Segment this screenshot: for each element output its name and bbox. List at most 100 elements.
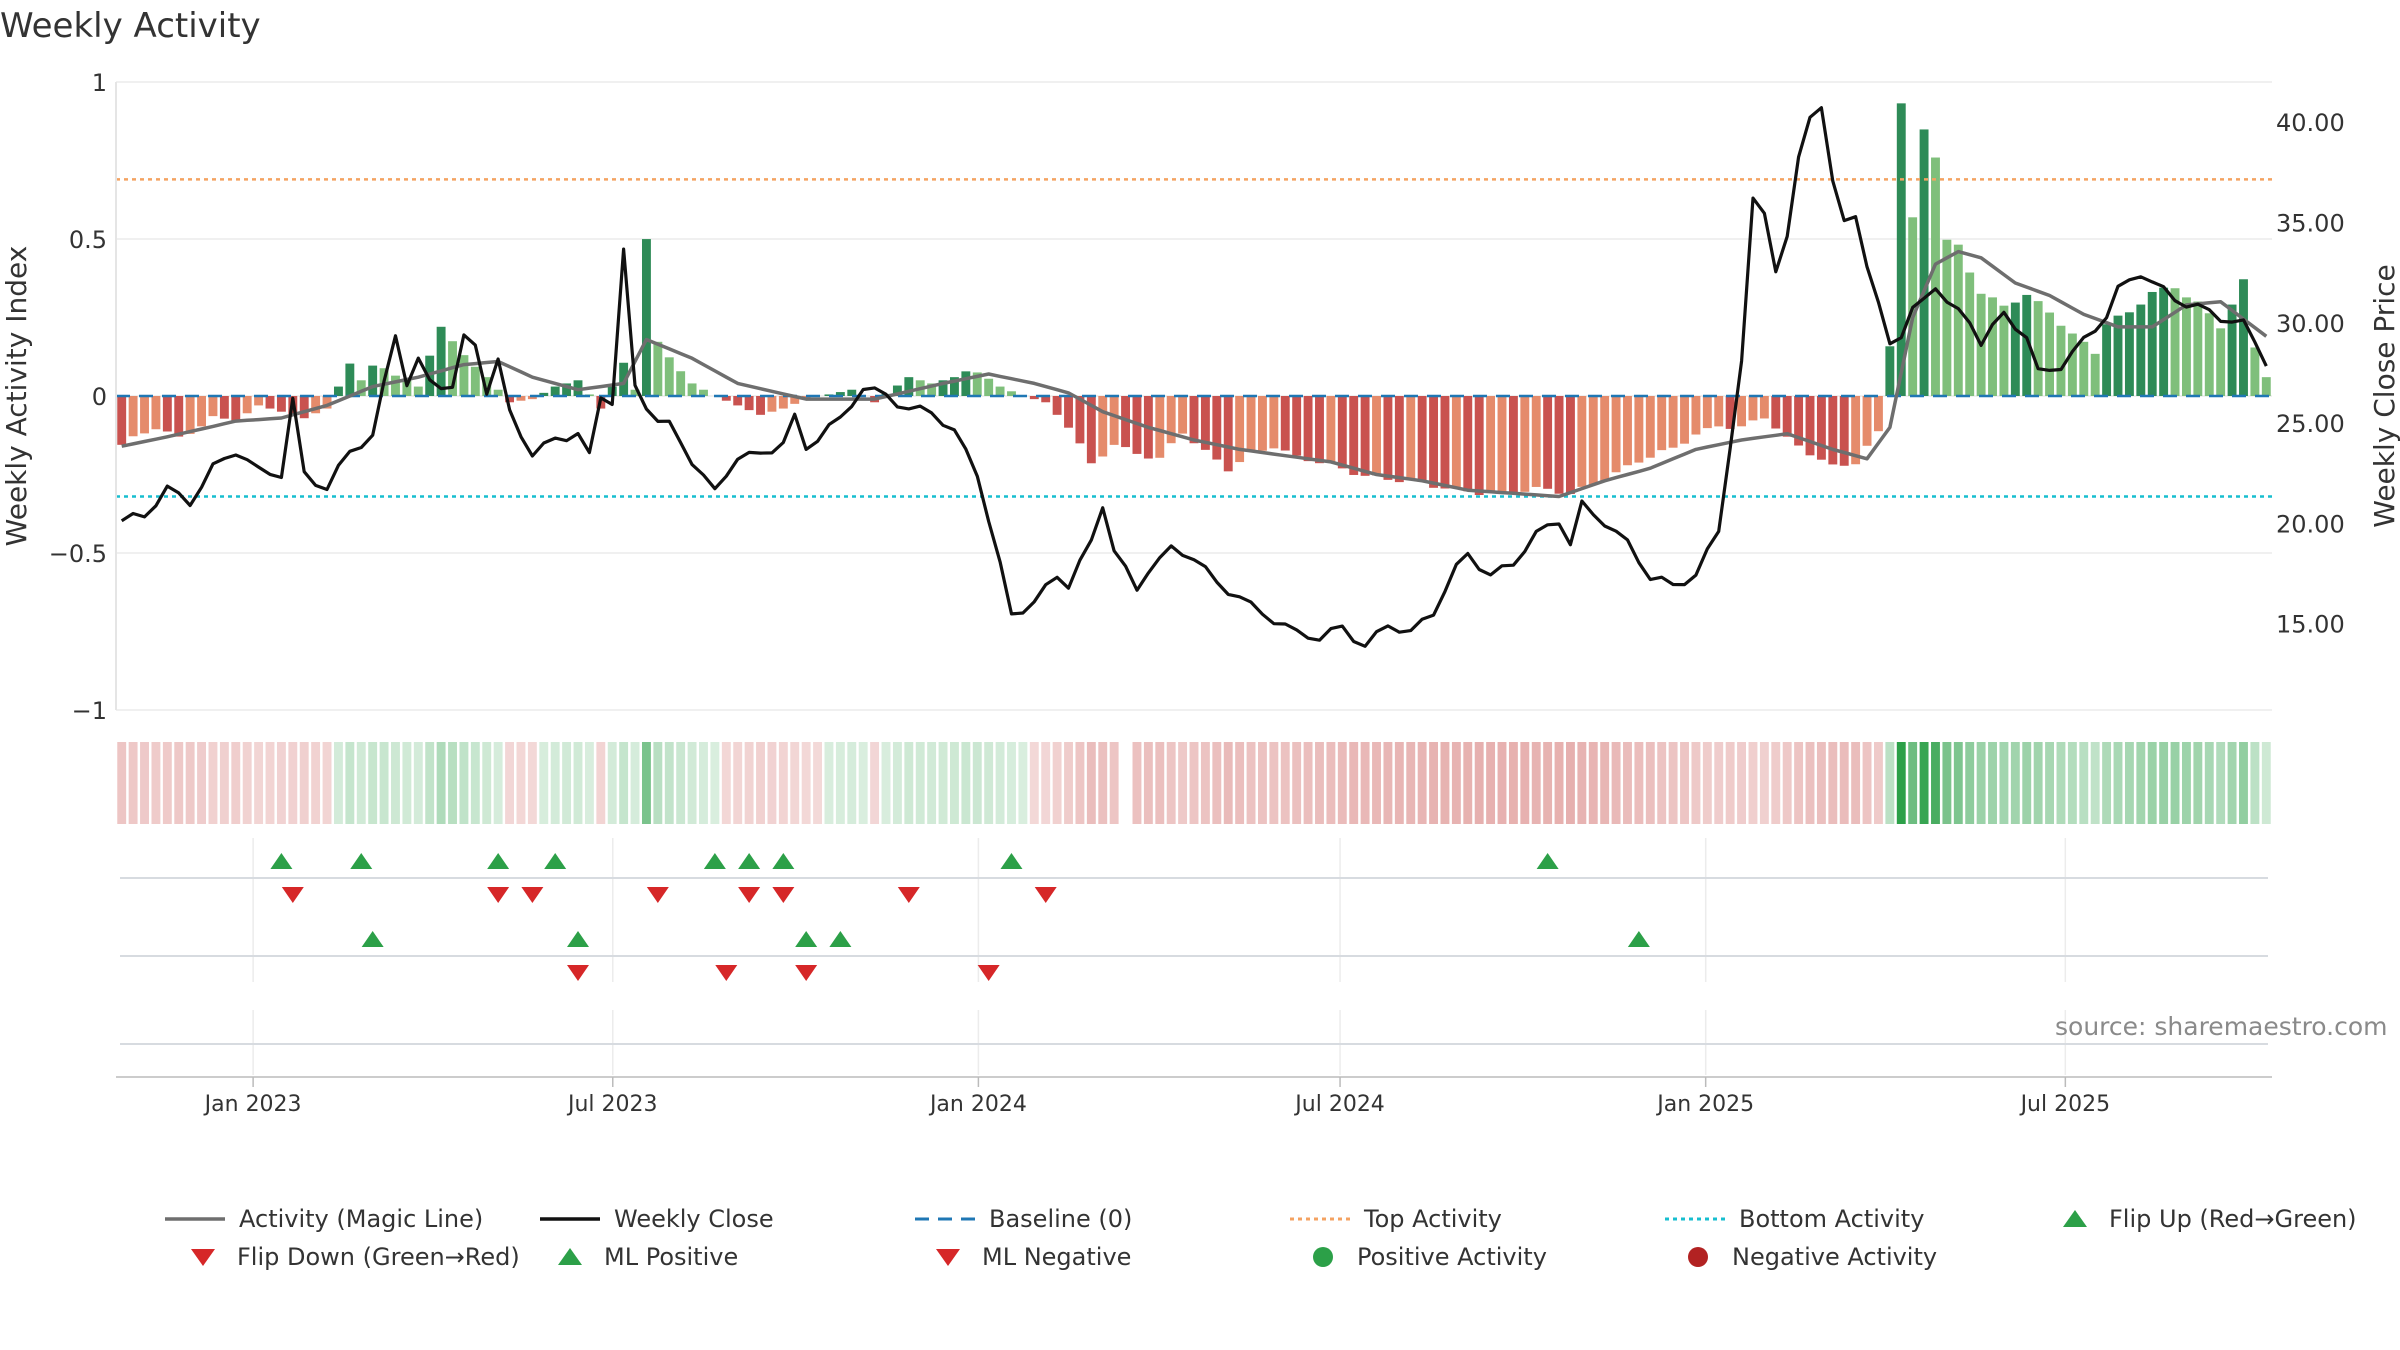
activity-bar (2170, 288, 2180, 396)
activity-bar (1737, 396, 1747, 427)
heat-cell (949, 742, 959, 824)
heat-cell (299, 742, 309, 824)
legend-label: Baseline (0) (989, 1205, 1133, 1233)
activity-bar (1109, 396, 1119, 445)
activity-bar (1588, 396, 1598, 485)
dotted-cyan-line-icon (1665, 1217, 1725, 1221)
legend-item-top-activity: Top Activity (1290, 1205, 1502, 1233)
activity-bar (1668, 396, 1678, 448)
activity-bar (778, 396, 788, 409)
heat-cell (790, 742, 800, 824)
legend-label: Flip Up (Red→Green) (2109, 1205, 2357, 1233)
activity-bar (961, 371, 971, 396)
activity-bar (1189, 396, 1199, 444)
heat-cell (573, 742, 583, 824)
activity-bar (1360, 396, 1370, 476)
heat-cell (1086, 742, 1096, 824)
activity-bar (550, 386, 560, 396)
activity-bar (630, 389, 640, 396)
heat-cell (2147, 742, 2157, 824)
activity-bar (1885, 346, 1895, 396)
activity-bar (276, 396, 286, 412)
heat-cell (1611, 742, 1621, 824)
activity-bar (1075, 396, 1085, 444)
legend-item-positive-activity: Positive Activity (1303, 1243, 1547, 1271)
heat-cell (1394, 742, 1404, 824)
activity-bar (562, 383, 572, 396)
heat-cell (699, 742, 708, 824)
activity-bar (2250, 347, 2260, 396)
legend-item-ml-positive: ML Positive (550, 1243, 738, 1271)
activity-bar (653, 341, 663, 396)
ml-positive-marker (829, 931, 852, 947)
activity-bar (527, 396, 537, 400)
heat-cell (2159, 742, 2169, 824)
legend-label: ML Positive (604, 1243, 739, 1271)
heat-cell (1645, 742, 1655, 824)
activity-bar (197, 396, 207, 427)
activity-bar (2045, 312, 2055, 396)
heat-cell (470, 742, 480, 824)
heat-cell (1828, 742, 1838, 824)
flip-down-marker (646, 887, 669, 903)
activity-bar (505, 396, 515, 403)
heat-cell (892, 742, 902, 824)
heat-cell (1931, 742, 1940, 824)
heat-cell (276, 742, 286, 824)
activity-bar (2227, 304, 2237, 396)
red-circle-icon (1688, 1247, 1708, 1267)
activity-bar (1543, 396, 1553, 489)
series-lines (120, 106, 2268, 648)
activity-bar (949, 377, 959, 396)
heat-cell (835, 742, 845, 824)
activity-bar (1565, 396, 1575, 494)
activity-bar (2159, 287, 2169, 396)
activity-bar (2193, 301, 2203, 396)
heat-cell (2204, 742, 2214, 824)
activity-bar (1748, 396, 1758, 421)
activity-bar (1873, 396, 1883, 432)
activity-bar (1326, 396, 1336, 463)
activity-bar (1223, 396, 1233, 472)
activity-bar (835, 392, 845, 396)
heat-cell (801, 742, 811, 824)
activity-bar (1029, 396, 1039, 400)
heat-cell (1748, 742, 1758, 824)
activity-bar (1839, 396, 1849, 466)
heat-cell (288, 742, 298, 824)
heat-cell (1771, 742, 1781, 824)
heat-cell (1315, 742, 1324, 824)
y2-axis-title: Weekly Close Price (2368, 264, 2400, 527)
heat-cell (2239, 742, 2248, 824)
flip-up-marker (350, 853, 373, 869)
activity-bar (1417, 396, 1427, 483)
activity-bar (1577, 396, 1587, 487)
heat-cell (1155, 742, 1165, 824)
heat-cell (778, 742, 788, 824)
activity-bar (402, 380, 412, 396)
heat-cell (391, 742, 400, 824)
heat-cell (2102, 742, 2112, 824)
flip-down-marker (281, 887, 304, 903)
flip-up-marker (738, 853, 761, 869)
heat-cell (1691, 742, 1701, 824)
activity-bar (413, 386, 423, 396)
activity-bar (1394, 396, 1404, 483)
y2-tick-label: 25.00 (2276, 410, 2345, 438)
activity-bar (1714, 396, 1724, 427)
activity-bar (1828, 396, 1838, 465)
activity-bar (2010, 302, 2020, 396)
heat-cell (1851, 742, 1861, 824)
heat-cell (1668, 742, 1678, 824)
heat-cell (128, 742, 138, 824)
activity-bar (1942, 239, 1952, 396)
heat-cell (265, 742, 275, 824)
heat-cell (1212, 742, 1222, 824)
flip-down-marker (772, 887, 795, 903)
activity-bar (972, 372, 982, 396)
activity-bar (322, 396, 332, 409)
heat-cell (676, 742, 686, 824)
heat-cell (1565, 742, 1575, 824)
heat-cell (1029, 742, 1039, 824)
